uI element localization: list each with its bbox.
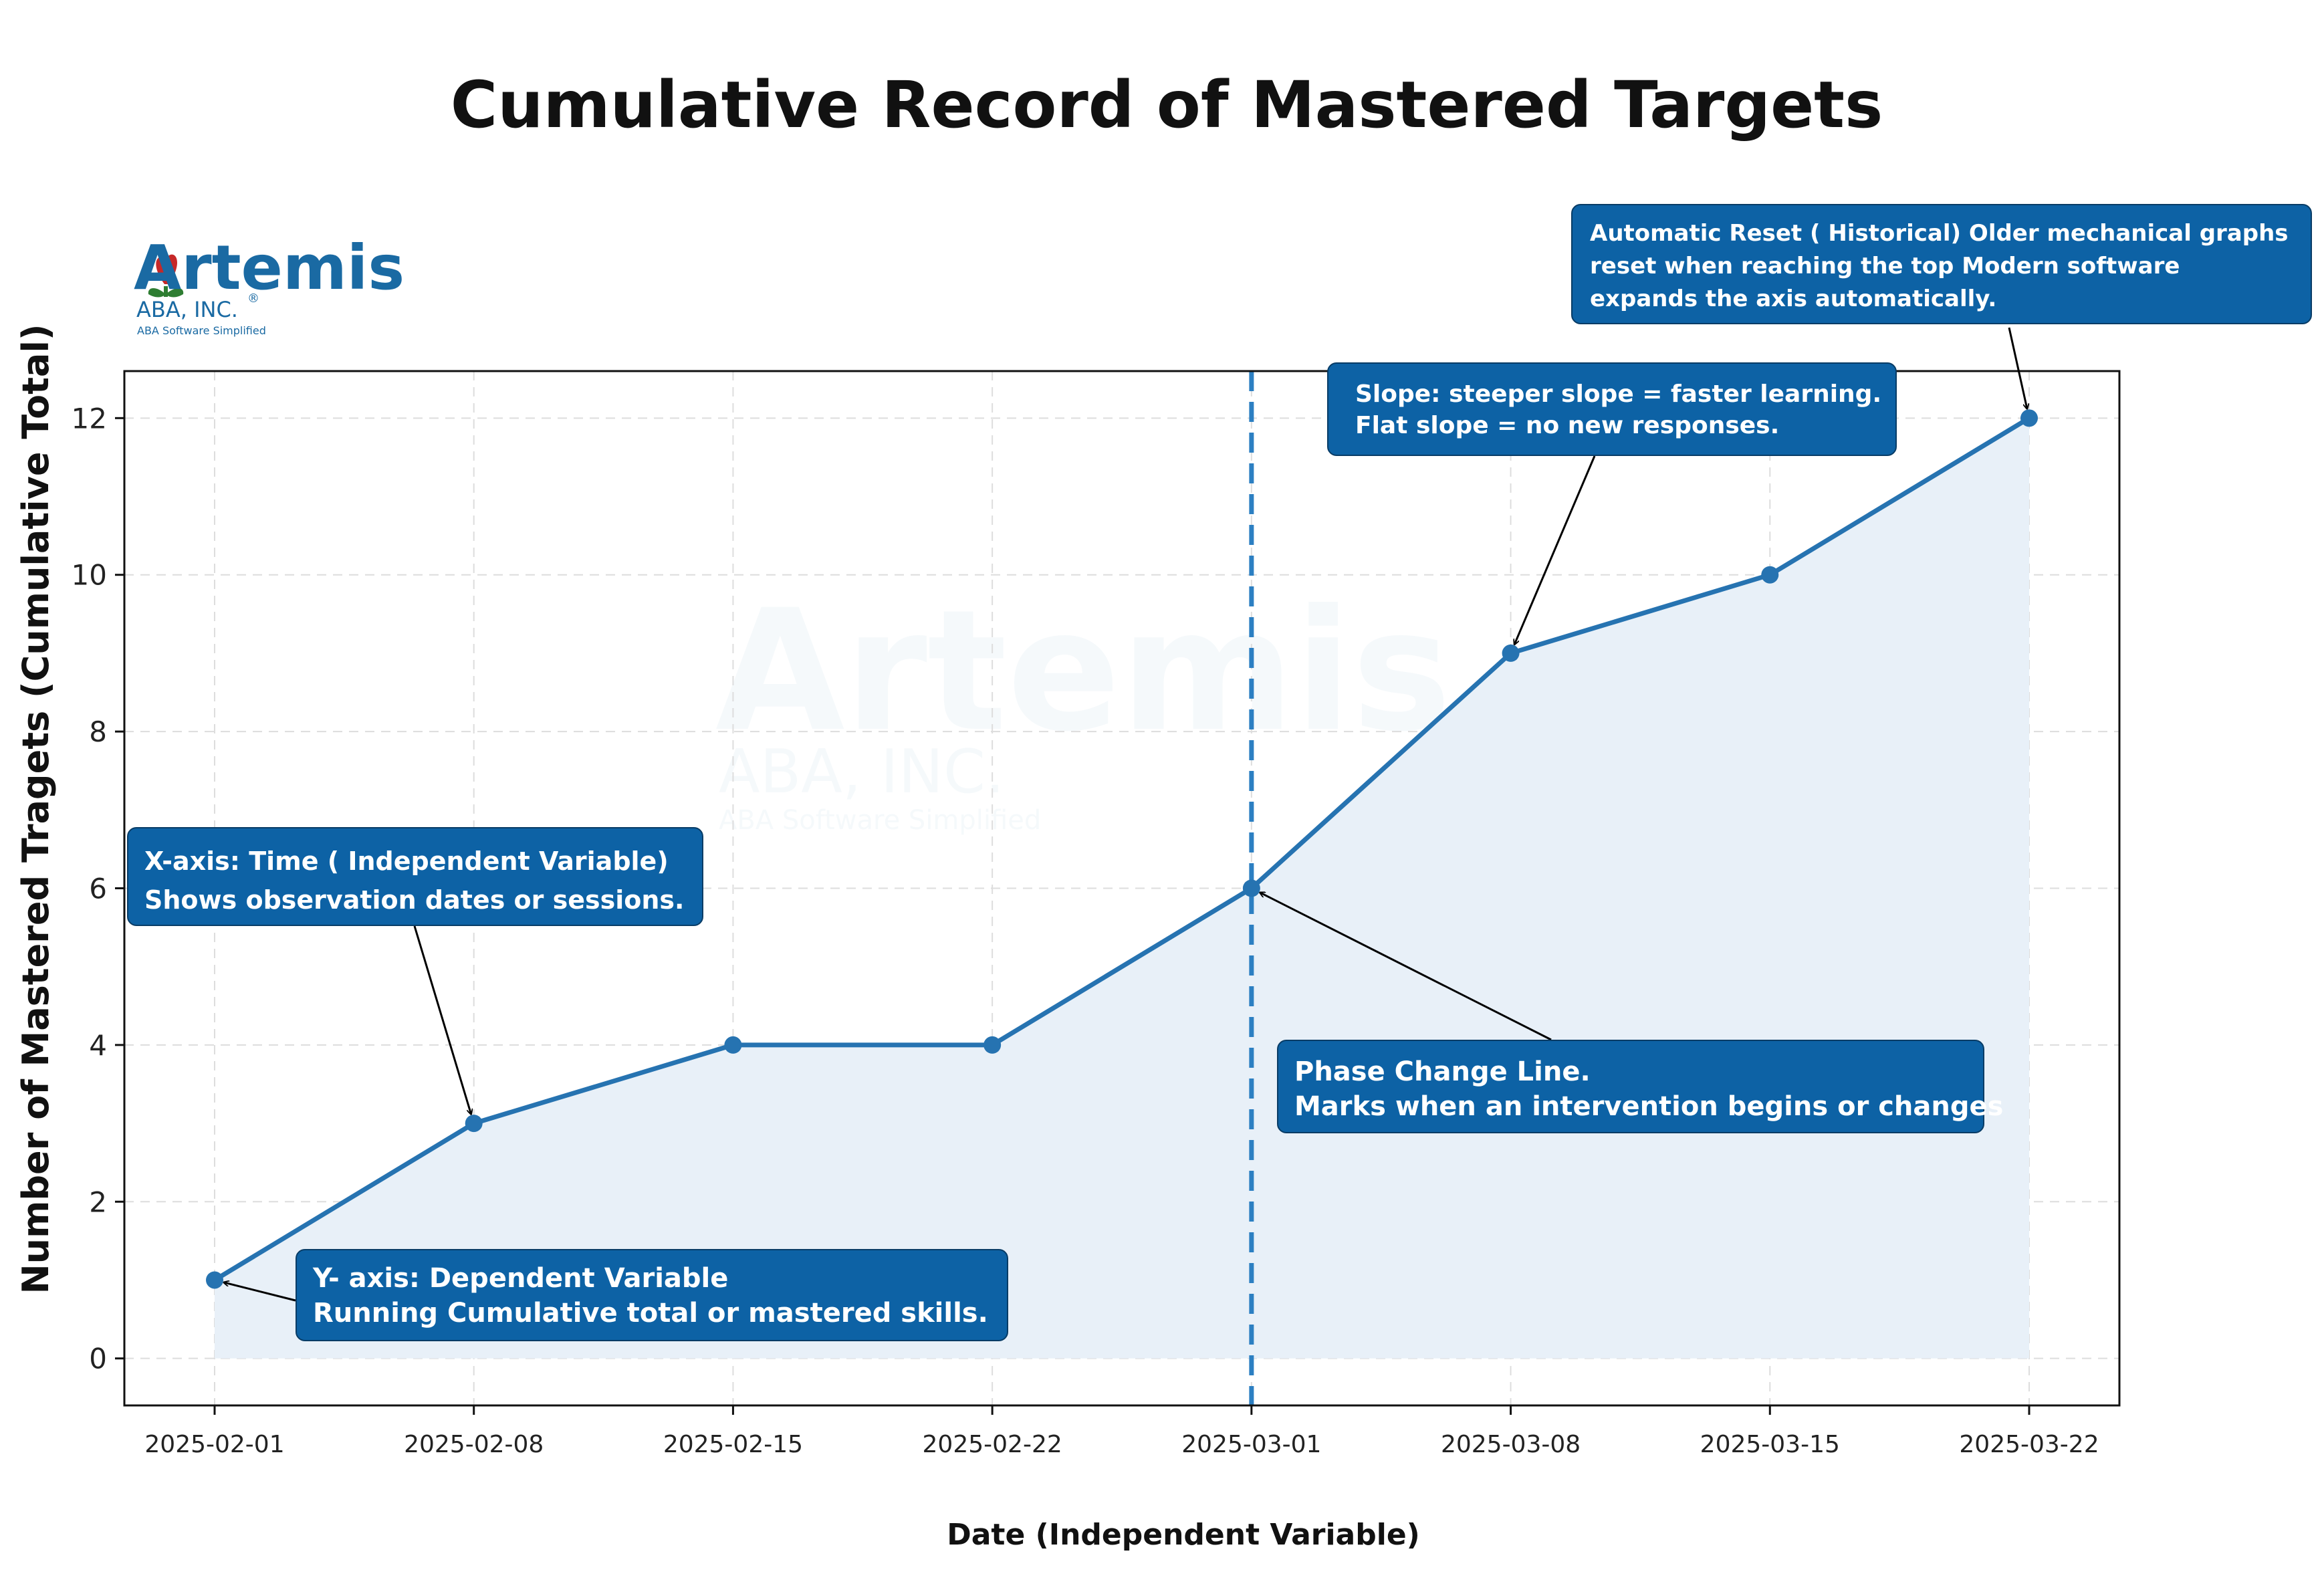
x-tick-label: 2025-03-15: [1700, 1431, 1840, 1458]
y-tick-label: 4: [89, 1029, 107, 1062]
logo-tagline: ABA Software Simplified: [137, 324, 266, 337]
watermark-tagline: ABA Software Simplified: [719, 805, 1041, 836]
data-point: [724, 1036, 742, 1054]
y-tick-label: 0: [89, 1343, 107, 1375]
x-tick-label: 2025-02-08: [404, 1431, 544, 1458]
x-axis-ticks: 2025-02-01 2025-02-08 2025-02-15 2025-02-22…: [144, 1405, 2099, 1458]
x-tick-label: 2025-02-01: [144, 1431, 284, 1458]
logo-registered-mark: ®: [247, 292, 259, 306]
annotation-line: Marks when an intervention begins or cha…: [1294, 1091, 2004, 1122]
y-axis-label: Number of Mastered Tragets (Cumulative T…: [15, 324, 57, 1294]
annotation-line: Automatic Reset ( Historical) Older mech…: [1590, 220, 2289, 247]
annotation-arrows: [224, 327, 2027, 1302]
y-tick-label: 2: [89, 1185, 107, 1218]
annotation-y-axis: Y- axis: Dependent Variable Running Cumu…: [296, 1249, 1008, 1341]
artemis-logo: Artemis ABA, INC. ® ABA Software Simplif…: [134, 232, 404, 337]
flower-icon: [148, 254, 184, 298]
annotation-line: Phase Change Line.: [1294, 1056, 1591, 1087]
annotation-line: expands the axis automatically.: [1590, 286, 1997, 312]
y-tick-label: 6: [89, 873, 107, 905]
watermark: Artemis ABA, INC. ABA Software Simplifie…: [715, 574, 1451, 836]
annotation-line: reset when reaching the top Modern softw…: [1590, 253, 2180, 279]
data-point: [206, 1271, 223, 1289]
y-tick-label: 8: [89, 715, 107, 748]
watermark-company: ABA, INC.: [719, 737, 1004, 807]
x-tick-label: 2025-02-22: [923, 1431, 1062, 1458]
y-axis-ticks: 0 2 4 6 8 10 12: [72, 402, 124, 1375]
annotation-line: Shows observation dates or sessions.: [144, 885, 685, 915]
x-tick-label: 2025-03-01: [1181, 1431, 1321, 1458]
data-point: [1761, 566, 1779, 584]
data-point: [2020, 409, 2038, 427]
chart-title: Cumulative Record of Mastered Targets: [451, 68, 1883, 142]
annotation-phase-change: Phase Change Line. Marks when an interve…: [1277, 1040, 2004, 1133]
data-point: [1502, 644, 1520, 662]
annotation-x-axis: X-axis: Time ( Independent Variable) Sho…: [127, 827, 703, 926]
watermark-name: Artemis: [715, 574, 1451, 768]
annotation-arrow: [413, 925, 471, 1115]
logo-company: ABA, INC.: [136, 297, 238, 322]
annotation-arrow: [2008, 327, 2027, 409]
annotation-line: Y- axis: Dependent Variable: [313, 1263, 729, 1294]
y-tick-label: 12: [72, 402, 107, 435]
x-tick-label: 2025-03-22: [1959, 1431, 2099, 1458]
annotation-arrow: [224, 1282, 296, 1302]
data-points: [206, 409, 2038, 1289]
data-point: [1242, 879, 1260, 897]
y-tick-label: 10: [72, 559, 107, 592]
annotation-arrow: [1514, 455, 1596, 645]
data-point: [983, 1036, 1002, 1054]
data-point: [465, 1115, 483, 1133]
x-tick-label: 2025-02-15: [663, 1431, 803, 1458]
annotation-line: X-axis: Time ( Independent Variable): [144, 846, 669, 876]
annotation-line: Running Cumulative total or mastered ski…: [313, 1298, 988, 1329]
logo-name: Artemis: [134, 232, 404, 304]
annotation-slope: Slope: steeper slope = faster learning. …: [1327, 362, 1897, 456]
series-line: [213, 416, 2030, 1282]
annotation-automatic-reset: Automatic Reset ( Historical) Older mech…: [1571, 204, 2312, 324]
annotation-arrow: [1260, 891, 1552, 1041]
x-axis-label: Date (Independent Variable): [947, 1518, 1420, 1552]
annotation-line: Flat slope = no new responses.: [1355, 412, 1780, 439]
x-tick-label: 2025-03-08: [1441, 1431, 1581, 1458]
annotation-line: Slope: steeper slope = faster learning.: [1355, 380, 1882, 408]
